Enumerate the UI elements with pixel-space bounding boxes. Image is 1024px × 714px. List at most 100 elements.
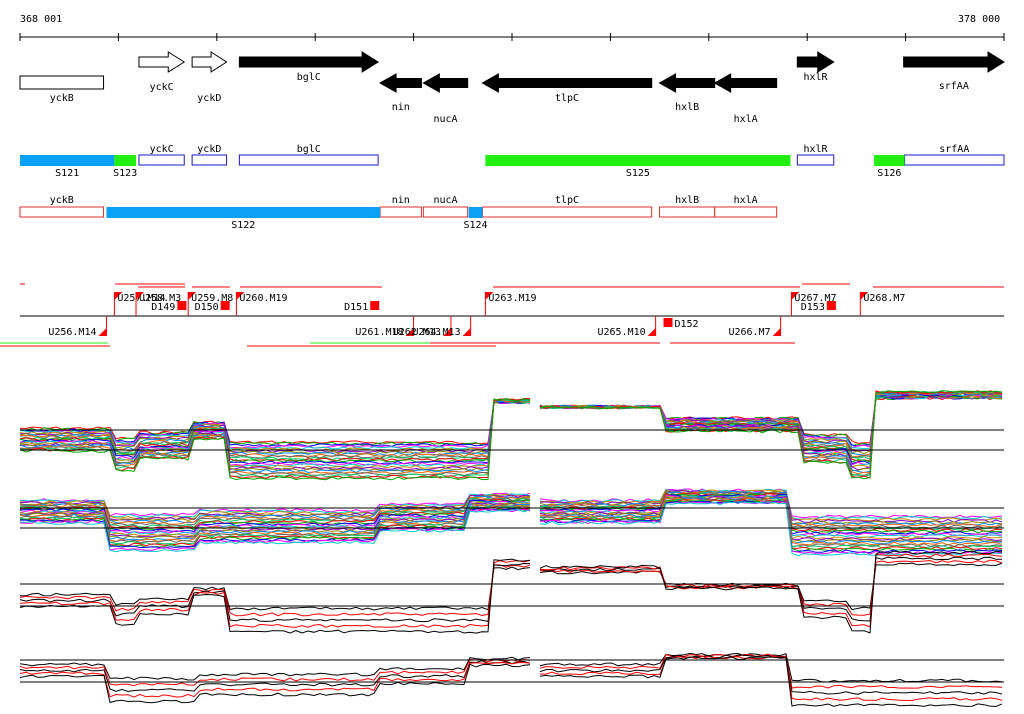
gene-arrow-yckD — [191, 51, 228, 73]
plus-strand-gene-frames: yckC yckD bglC hxlR srfAA — [138, 144, 1005, 166]
frame-tlpC — [481, 206, 653, 218]
frame-yckC — [138, 154, 185, 166]
upshift-marker — [791, 292, 800, 300]
gene-label-hxlR: hxlR — [803, 72, 828, 83]
profile-summary-plus-strand — [19, 550, 1003, 634]
upshift-marker — [136, 292, 145, 300]
frame-label-yckC: yckC — [150, 144, 174, 155]
gene-arrow-hxlR — [796, 51, 835, 73]
coordinate-ruler: 368 001 378 000 — [19, 14, 1005, 41]
upshift-label: U268.M7 — [863, 293, 905, 304]
frame-nin — [379, 206, 422, 218]
frame-yckB — [19, 206, 105, 218]
segment-S125 — [485, 155, 791, 166]
downshift-label: U266.M7 — [728, 327, 770, 338]
plus-strand-track: yckC yckD bglC hxlR srfAA S121 S123 S125 S126 — [20, 144, 1005, 179]
profile-line — [539, 656, 1003, 708]
profile-line — [539, 497, 1003, 544]
profile-line — [19, 559, 531, 628]
profile-line — [539, 391, 1003, 474]
profile-line — [539, 653, 1003, 689]
profile-line — [19, 658, 531, 687]
downshift-marker — [462, 328, 471, 336]
downshift-marker — [98, 328, 107, 336]
gene-label-nucA: nucA — [433, 114, 457, 125]
profile-line — [539, 553, 1003, 628]
downshift-label: U256.M14 — [48, 327, 96, 338]
profile-line — [539, 394, 1003, 455]
frame-label-hxlB: hxlB — [675, 195, 699, 206]
downshift-marker — [442, 328, 451, 336]
profile-line — [539, 390, 1003, 480]
frame-hxlB — [659, 206, 716, 218]
dip-label: D151 — [344, 302, 368, 313]
frame-label-srfAA: srfAA — [939, 144, 969, 155]
upshift-marker — [485, 292, 494, 300]
gene-arrow-nin — [379, 73, 422, 93]
profile-line — [19, 566, 531, 611]
profile-panel-minus-strand — [19, 488, 1003, 557]
profile-line — [539, 499, 1003, 551]
profile-line — [539, 390, 1003, 477]
profile-line — [539, 391, 1003, 472]
dip-label: D150 — [195, 302, 219, 313]
minus-strand-track: yckB nin nucA tlpC hxlB hxlA S122 S124 — [19, 195, 778, 231]
gene-arrow-nucA — [422, 73, 469, 93]
plus-strand-segments: S121 S123 S125 S126 — [20, 155, 905, 179]
upshift-label: U267.M7 — [794, 293, 836, 304]
upshift-marker — [236, 292, 245, 300]
profile-line — [19, 399, 531, 474]
frame-label-nucA: nucA — [433, 195, 457, 206]
profile-line — [539, 391, 1003, 476]
frame-label-hxlA: hxlA — [734, 195, 758, 206]
segment-S122 — [106, 207, 381, 218]
profile-line — [539, 556, 1002, 622]
ruler-end-label: 378 000 — [958, 14, 1000, 25]
profile-line — [539, 391, 1003, 471]
profile-panel-plus-strand — [19, 390, 1003, 481]
downshift-label: U262.M13 — [393, 327, 441, 338]
downshift-label: U264.M13 — [412, 327, 460, 338]
minus-strand-segments: S122 S124 — [106, 207, 488, 231]
gene-arrow-srfAA — [903, 51, 1005, 73]
gene-label-yckB: yckB — [50, 93, 74, 104]
dip-marker — [826, 301, 836, 310]
ruler-ticks — [19, 33, 1005, 41]
gene-label-bglC: bglC — [297, 72, 321, 83]
profile-line — [19, 398, 531, 469]
gene-arrow-hxlB — [658, 73, 716, 93]
segment-S124 — [468, 207, 483, 218]
segment-label-S122: S122 — [231, 220, 255, 231]
profile-line — [19, 663, 531, 704]
shift-baselines — [0, 283, 1004, 347]
dip-marker — [663, 318, 673, 327]
gene-annotation-track: yckB yckC yckD bglC nin nucA tlpC hxlB hxlA hxlR s… — [19, 51, 1005, 125]
profile-line — [539, 654, 1003, 695]
segment-label-S125: S125 — [626, 168, 650, 179]
profile-line — [19, 509, 531, 553]
dip-label: D149 — [151, 302, 175, 313]
segment-label-S121: S121 — [55, 168, 79, 179]
dip-label: D153 — [801, 302, 825, 313]
gene-label-tlpC: tlpC — [555, 93, 579, 104]
frame-srfAA — [904, 154, 1005, 166]
frame-label-bglC: bglC — [297, 144, 321, 155]
segment-S126 — [874, 155, 905, 166]
downshift-marker — [405, 328, 414, 336]
upshift-label: U259.M8 — [191, 293, 233, 304]
frame-yckD — [191, 154, 228, 166]
frame-label-yckD: yckD — [197, 144, 221, 155]
downshift-marker — [647, 328, 656, 336]
segment-S123 — [114, 155, 137, 166]
segment-S121 — [20, 155, 115, 166]
frame-label-hxlR: hxlR — [803, 144, 828, 155]
dip-marker — [370, 301, 380, 310]
profile-line — [19, 564, 531, 617]
profile-line — [19, 562, 531, 623]
upshift-marker — [114, 292, 123, 300]
segment-label-S126: S126 — [877, 168, 901, 179]
segment-label-S123: S123 — [113, 168, 137, 179]
upshift-label: U263.M19 — [488, 293, 536, 304]
